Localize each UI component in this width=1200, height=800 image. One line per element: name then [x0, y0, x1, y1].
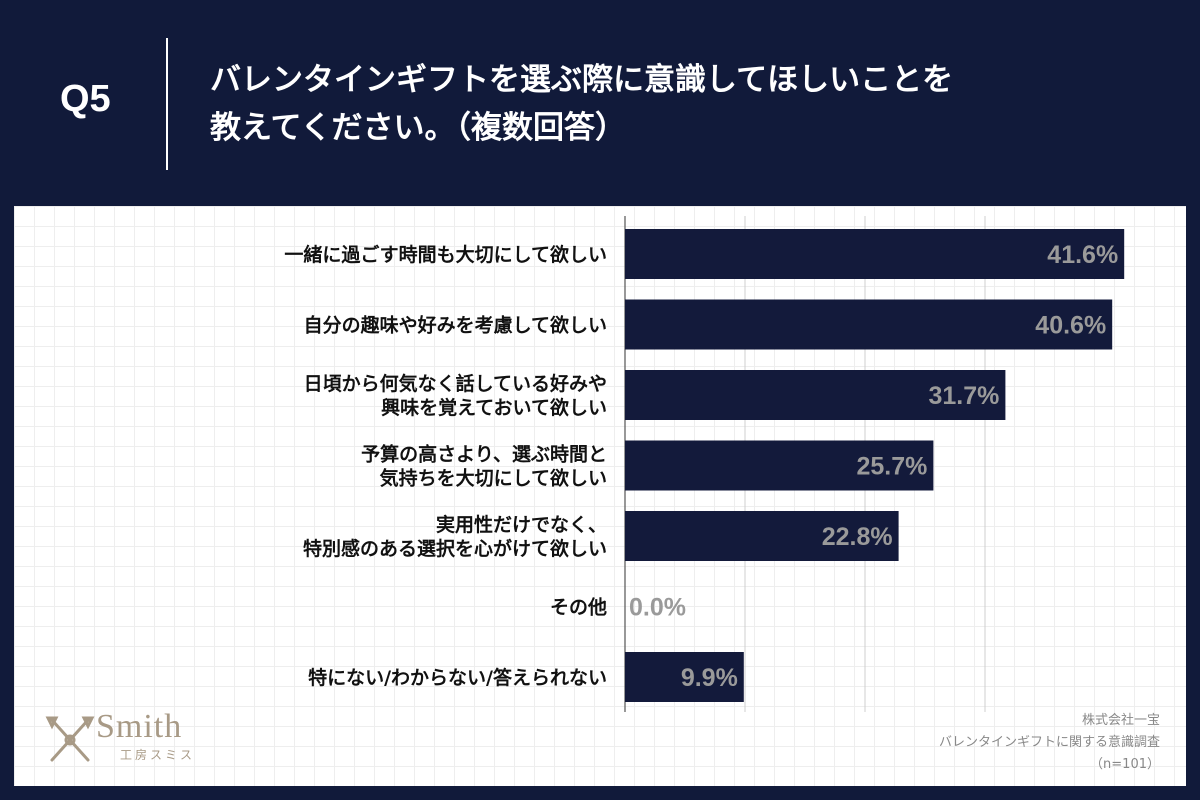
- bar-2: [625, 370, 1006, 420]
- value-label-0: 41.6%: [1047, 241, 1118, 269]
- bar-3: [625, 440, 934, 491]
- brand-name: Smith: [96, 708, 183, 745]
- category-label-5: その他: [550, 596, 607, 619]
- value-label-2: 31.7%: [929, 382, 1000, 410]
- category-label-3-line-1: 予算の高さより、選ぶ時間と: [361, 443, 607, 466]
- category-label-6: 特にない/わからない/答えられない: [308, 666, 607, 689]
- value-label-3: 25.7%: [857, 453, 928, 481]
- bar-0: [625, 229, 1125, 279]
- bar-6: [625, 652, 744, 702]
- bar-1: [625, 299, 1113, 350]
- category-label-0: 一緒に過ごす時間も大切にして欲しい: [284, 243, 607, 266]
- question-title-line-2: 教えてください。（複数回答）: [210, 110, 627, 146]
- header: Q5 バレンタインギフトを選ぶ際に意識してほしいことを 教えてください。（複数回…: [0, 0, 1200, 200]
- credit-company: 株式会社一宝: [1081, 713, 1160, 728]
- value-label-5: 0.0%: [629, 594, 686, 622]
- question-title: バレンタインギフトを選ぶ際に意識してほしいことを 教えてください。（複数回答）: [210, 56, 1130, 152]
- value-label-4: 22.8%: [822, 523, 893, 551]
- survey-credit: 株式会社一宝 バレンタインギフトに関する意識調査 （n=101）: [840, 710, 1160, 776]
- bar-4: [625, 511, 899, 561]
- category-label-4-line-1: 実用性だけでなく、: [436, 513, 607, 536]
- question-title-line-1: バレンタインギフトを選ぶ際に意識してほしいことを: [210, 62, 954, 98]
- brand-subtitle: 工房スミス: [120, 748, 196, 762]
- question-number: Q5: [60, 78, 111, 120]
- value-label-6: 9.9%: [681, 664, 738, 692]
- crossed-tools-icon: [45, 716, 95, 762]
- category-label-2-line-2: 興味を覚えておいて欲しい: [381, 396, 607, 419]
- category-label-4-line-2: 特別感のある選択を心がけて欲しい: [303, 537, 607, 560]
- brand-logo: Smith 工房スミス: [44, 708, 234, 768]
- credit-survey-name: バレンタインギフトに関する意識調査: [938, 735, 1160, 750]
- credit-sample-size: （n=101）: [1090, 757, 1160, 772]
- category-label-1: 自分の趣味や好みを考慮して欲しい: [304, 314, 607, 337]
- category-label-3-line-2: 気持ちを大切にして欲しい: [380, 467, 607, 490]
- category-label-2-line-1: 日頃から何気なく話している好みや: [304, 372, 607, 395]
- header-divider: [166, 38, 168, 170]
- value-label-1: 40.6%: [1035, 312, 1106, 340]
